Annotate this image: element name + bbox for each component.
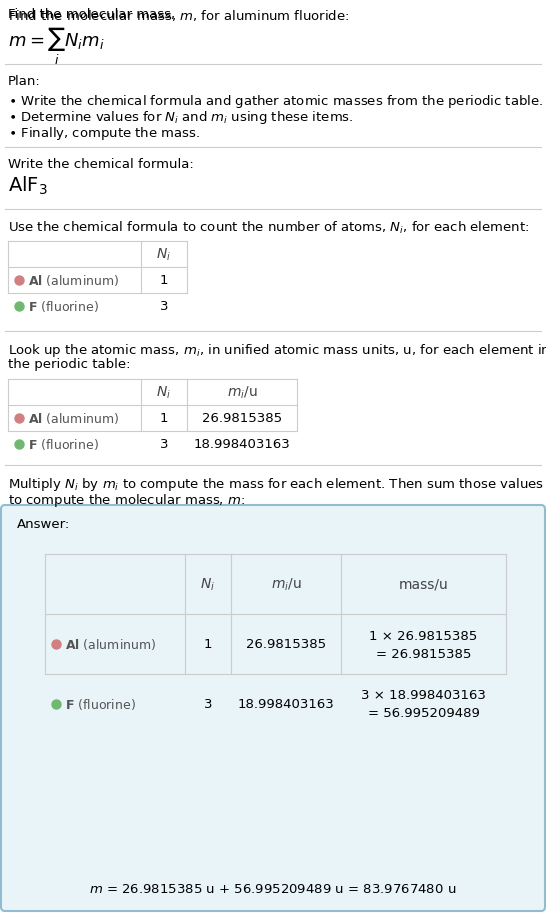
Text: $\bullet$ Write the chemical formula and gather atomic masses from the periodic : $\bullet$ Write the chemical formula and… <box>8 93 543 110</box>
Text: Use the chemical formula to count the number of atoms, $N_i$, for each element:: Use the chemical formula to count the nu… <box>8 220 529 236</box>
Text: Write the chemical formula:: Write the chemical formula: <box>8 158 194 171</box>
Text: AlF$_3$: AlF$_3$ <box>8 175 48 197</box>
Text: $m = \sum_i N_i m_i$: $m = \sum_i N_i m_i$ <box>8 26 104 67</box>
Text: Answer:: Answer: <box>17 517 70 530</box>
Text: 18.998403163: 18.998403163 <box>194 438 290 451</box>
Text: 1: 1 <box>160 412 168 425</box>
Text: $\bf{Al}$ (aluminum): $\bf{Al}$ (aluminum) <box>65 637 156 652</box>
Text: 1: 1 <box>204 638 212 651</box>
Text: $m_i$/u: $m_i$/u <box>271 576 301 593</box>
Text: $\bf{Al}$ (aluminum): $\bf{Al}$ (aluminum) <box>28 273 120 289</box>
Text: 3: 3 <box>160 438 168 451</box>
Text: Look up the atomic mass, $m_i$, in unified atomic mass units, u, for each elemen: Look up the atomic mass, $m_i$, in unifi… <box>8 342 546 358</box>
Text: 1: 1 <box>160 274 168 287</box>
Text: $\bullet$ Finally, compute the mass.: $\bullet$ Finally, compute the mass. <box>8 125 200 142</box>
Text: 1 × 26.9815385: 1 × 26.9815385 <box>370 629 478 641</box>
Text: to compute the molecular mass, $m$:: to compute the molecular mass, $m$: <box>8 492 245 508</box>
Text: = 26.9815385: = 26.9815385 <box>376 647 471 660</box>
Text: mass/u: mass/u <box>399 577 448 591</box>
Text: $\bf{Al}$ (aluminum): $\bf{Al}$ (aluminum) <box>28 411 120 426</box>
Text: the periodic table:: the periodic table: <box>8 357 130 370</box>
Text: $\bf{F}$ (fluorine): $\bf{F}$ (fluorine) <box>28 300 99 314</box>
Text: $\bf{F}$ (fluorine): $\bf{F}$ (fluorine) <box>65 697 136 711</box>
Text: Multiply $N_i$ by $m_i$ to compute the mass for each element. Then sum those val: Multiply $N_i$ by $m_i$ to compute the m… <box>8 475 544 493</box>
Text: 3: 3 <box>160 301 168 313</box>
Text: Find the molecular mass,: Find the molecular mass, <box>8 8 180 21</box>
Text: = 56.995209489: = 56.995209489 <box>367 707 479 720</box>
Text: $N_i$: $N_i$ <box>157 384 171 401</box>
Text: Plan:: Plan: <box>8 75 41 88</box>
Text: $\bf{F}$ (fluorine): $\bf{F}$ (fluorine) <box>28 437 99 452</box>
Text: $\bullet$ Determine values for $N_i$ and $m_i$ using these items.: $\bullet$ Determine values for $N_i$ and… <box>8 108 354 126</box>
Text: $N_i$: $N_i$ <box>200 576 216 593</box>
Text: $m$ = 26.9815385 u + 56.995209489 u = 83.9767480 u: $m$ = 26.9815385 u + 56.995209489 u = 83… <box>90 882 456 895</box>
Text: 3: 3 <box>204 698 212 710</box>
FancyBboxPatch shape <box>1 505 545 911</box>
Text: Find the molecular mass, $m$, for aluminum fluoride:: Find the molecular mass, $m$, for alumin… <box>8 8 349 23</box>
Text: 26.9815385: 26.9815385 <box>202 412 282 425</box>
Text: 3 × 18.998403163: 3 × 18.998403163 <box>361 688 486 702</box>
Text: 18.998403163: 18.998403163 <box>238 698 334 710</box>
Text: $N_i$: $N_i$ <box>157 246 171 263</box>
Text: $m_i$/u: $m_i$/u <box>227 384 257 401</box>
Text: 26.9815385: 26.9815385 <box>246 638 326 651</box>
